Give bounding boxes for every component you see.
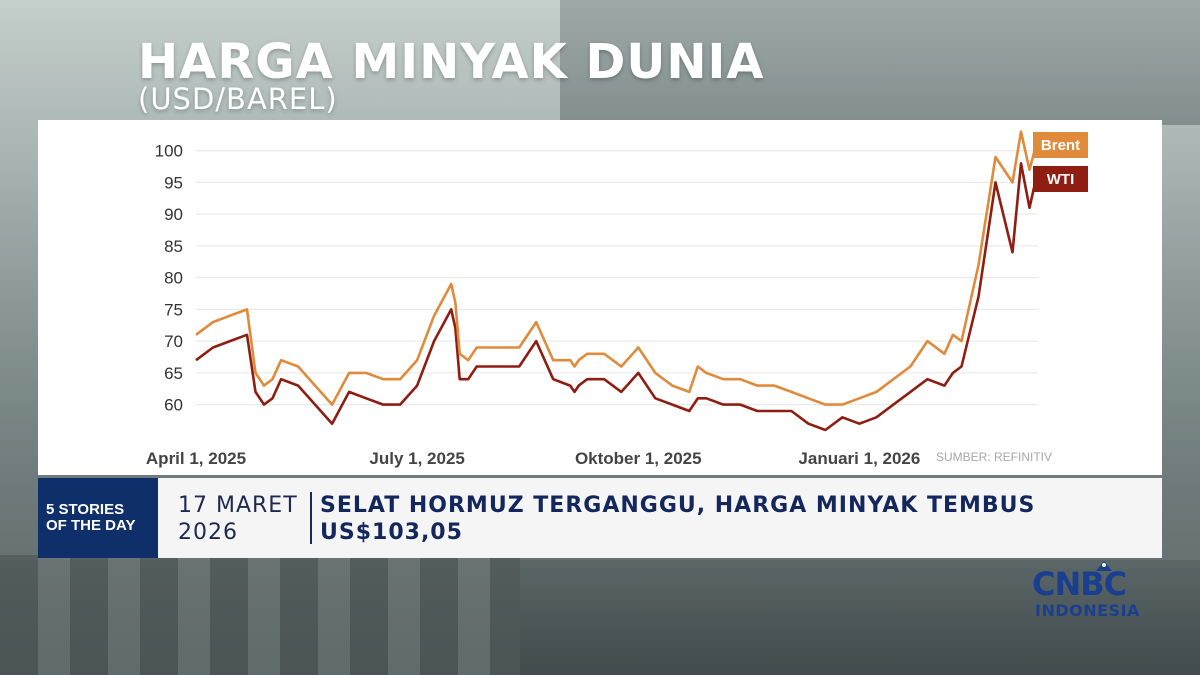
x-tick-label: July 1, 2025 — [369, 449, 464, 468]
badge-line-1: 5 STORIES — [46, 501, 125, 518]
y-tick-label: 100 — [155, 142, 183, 161]
legend-swatch-brent — [1033, 132, 1088, 158]
x-tick-label: April 1, 2025 — [146, 449, 246, 468]
headline-line-1: SELAT HORMUZ TERGANGGU, HARGA MINYAK TEM… — [320, 493, 1036, 518]
oil-price-chart: 60 65 70 75 80 85 90 95 100 April 1, 2025 July 1, … — [146, 130, 1088, 468]
y-tick-label: 60 — [164, 396, 183, 415]
stories-badge: 5 STORIES OF THE DAY — [38, 478, 158, 558]
background-ship-hull — [0, 555, 520, 675]
ticker-date: 17 MARET 2026 — [178, 492, 298, 546]
logo-subtext: INDONESIA — [1035, 601, 1140, 620]
cnbc-indonesia-logo: CNBC INDONESIA — [1032, 561, 1157, 625]
y-tick-label: 75 — [164, 300, 183, 319]
date-line-2: 2026 — [178, 520, 238, 545]
x-tick-label: Januari 1, 2026 — [798, 449, 920, 468]
y-tick-label: 70 — [164, 332, 183, 351]
badge-line-2: OF THE DAY — [46, 517, 136, 534]
chart-panel: 60 65 70 75 80 85 90 95 100 April 1, 2025 July 1, … — [38, 120, 1162, 475]
date-line-1: 17 MARET — [178, 493, 298, 518]
page-subtitle: (USD/BAREL) — [138, 82, 338, 116]
y-tick-label: 90 — [164, 205, 183, 224]
headline-line-2: US$103,05 — [320, 520, 463, 545]
background-ship-deck — [560, 0, 1200, 125]
source-note: SUMBER: REFINITIV — [936, 450, 1053, 464]
legend-label-brent: Brent — [1041, 137, 1080, 154]
x-tick-label: Oktober 1, 2025 — [575, 449, 702, 468]
series-line-wti — [195, 162, 1040, 432]
y-tick-label: 85 — [164, 237, 183, 256]
y-tick-label: 95 — [164, 173, 183, 192]
y-tick-label: 80 — [164, 269, 183, 288]
ticker-headline: SELAT HORMUZ TERGANGGU, HARGA MINYAK TEM… — [320, 492, 1035, 546]
legend-swatch-wti — [1033, 166, 1088, 192]
y-tick-label: 65 — [164, 364, 183, 383]
page-title: HARGA MINYAK DUNIA — [138, 34, 765, 90]
legend-label-wti: WTI — [1047, 171, 1075, 188]
logo-text: CNBC — [1032, 565, 1127, 603]
peacock-icon — [1096, 561, 1112, 571]
news-ticker: 5 STORIES OF THE DAY 17 MARET 2026 SELAT… — [38, 478, 1162, 558]
series-line-brent — [195, 130, 1040, 406]
ticker-divider — [310, 492, 312, 544]
